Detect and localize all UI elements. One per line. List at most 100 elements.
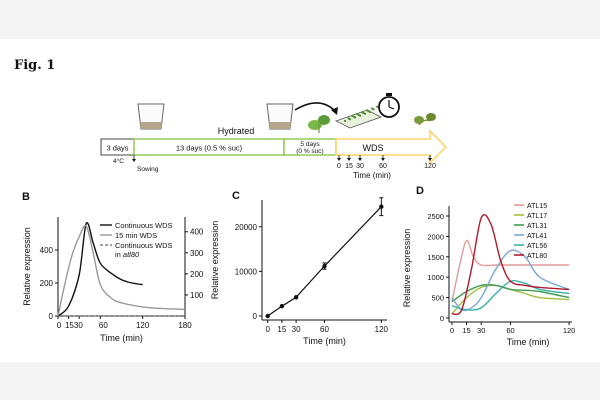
stopwatch-icon [378,93,400,118]
seedling-icon [308,115,330,133]
panel-d-ytick-label: 2000 [427,232,444,241]
panel-b-ylabel: Relative expression [22,227,32,306]
panel-b-right-ytick-label: 300 [190,249,204,258]
timeline-tick-label: 30 [356,163,364,170]
panel-label-b: B [22,191,30,203]
panel-d-chart: 0 500 1000 1500 2000 2500 0 15 30 60 120 Time (min)… [402,203,575,347]
panel-d-legend-label: ATL15 [527,203,547,210]
panel-c-series-line [267,206,382,317]
plate-seedling-dot [347,117,350,120]
panel-d-series-line [451,249,570,312]
timeline-label-0suc: (0 % suc) [296,148,323,155]
panel-d-legend-label: ATL80 [527,253,547,260]
panel-d-xtick-label: 120 [563,326,576,335]
panel-d-series-line [451,214,570,316]
timeline-label-5days: 5 days [300,141,320,148]
panel-c-xtick-label: 15 [277,325,286,334]
panel-d-legend-label: ATL17 [527,213,547,220]
page-bottom-band [0,362,600,400]
panel-c-ytick-label: 0 [253,312,258,321]
panel-d-xtick-label: 30 [477,326,485,335]
timeline-tick-label: 15 [345,163,353,170]
panel-b-xtick-label: 180 [178,321,192,330]
panel-c-point [379,204,384,209]
plate-seedling-dot [366,109,369,112]
page-top-band [0,0,600,39]
panel-c-xtick-label: 30 [292,325,301,334]
panel-d-xtick-label: 60 [506,326,514,335]
panel-b-right-ytick-label: 100 [190,291,204,300]
panel-d-ylabel: Relative expression [402,229,412,308]
plate-seedling-dot [371,107,374,110]
water-glass-icon [137,103,165,130]
panel-b-ytick-label: 0 [49,312,54,321]
timeline-tick-arrow [358,158,362,161]
plate-seedling-dot [356,112,359,116]
panel-b-xtick-label: 0 [57,321,62,330]
panel-b-legend-label: 15 min WDS [115,231,157,240]
panel-c-point [279,303,285,309]
plate-seedling-dot [361,111,364,114]
panel-d-legend-label: ATL56 [527,243,547,250]
timeline-tick-arrow [381,158,385,161]
plate-icon [334,105,383,129]
panel-d-legend-label: ATL31 [527,223,547,230]
panel-d-ytick-label: 2500 [427,212,444,221]
figure-label: Fig. 1 [14,58,56,73]
timeline-tick-arrow [347,158,351,161]
timeline-tick-arrow [337,158,341,161]
timeline-time-ticks: 0 15 30 60 120 [337,155,436,170]
panel-d-ytick-label: 0 [440,314,444,323]
panel-c-xtick-label: 60 [320,325,329,334]
panel-c-ylabel: Relative expression [210,221,220,300]
panel-c-point [322,263,327,269]
panel-c-ytick-label: 20000 [235,223,258,232]
timeline-wds-arrow [335,129,448,165]
panel-b-xlabel: Time (min) [100,333,143,343]
panel-b-legend-label: in atl80 [115,250,140,259]
sowing-label: Sowing [137,166,159,173]
panel-d-xtick-label: 15 [462,326,470,335]
panel-a-timeline: 3 days 13 days (0.5 % suc) Hydrated 5 da… [100,93,448,180]
panel-label-d: D [416,185,424,197]
temp-label: 4°C [113,157,124,165]
timeline-label-3days: 3 days [106,144,128,153]
panel-d-ytick-label: 500 [431,294,444,303]
water-glass-icon-2 [266,103,294,130]
panel-b-xtick-label: 1530 [65,321,83,330]
panel-c-xtick-label: 120 [375,325,389,334]
panel-d-xtick-label: 0 [450,326,454,335]
panel-b-ytick-label: 400 [40,246,54,255]
panel-b-ytick-label: 200 [40,279,54,288]
timeline-tick-arrow [428,158,432,161]
timeline-tick-label: 60 [379,163,387,170]
plate-seedling-dot [351,114,354,117]
panel-d-series-line [451,239,570,302]
panel-b-xtick-label: 60 [99,321,108,330]
wds-label: WDS [363,143,384,153]
hydrated-label: Hydrated [218,126,255,136]
panel-c-ytick-label: 10000 [235,267,258,276]
panel-b-right-ytick-label: 200 [190,270,204,279]
panel-c-xlabel: Time (min) [303,336,346,346]
panel-c-chart: 0 10000 20000 0 15 30 60 120 Time (min) Relative … [210,197,389,346]
panel-c-point [265,313,270,319]
panel-label-c: C [232,190,240,202]
panel-b-xtick-label: 120 [136,321,150,330]
panel-c-point [293,295,299,300]
timeline-label-13days: 13 days (0.5 % suc) [176,144,243,153]
panel-b-right-ytick-label: 400 [190,228,204,237]
panel-d-series-line [451,280,570,311]
panel-b-series-line [57,224,186,317]
panel-d-ytick-label: 1500 [427,253,444,262]
timeline-tick-label: 120 [424,163,436,170]
panel-b-legend-label: Continuous WDS [115,221,173,230]
plate-seedling-dot [343,119,347,123]
panel-d-legend-label: ATL41 [527,233,547,240]
panel-d-ytick-label: 1000 [427,273,444,282]
panel-b-legend-label: Continuous WDS [115,241,173,250]
panel-b-series-line [57,221,143,317]
wilted-seedling-icon [414,113,436,126]
